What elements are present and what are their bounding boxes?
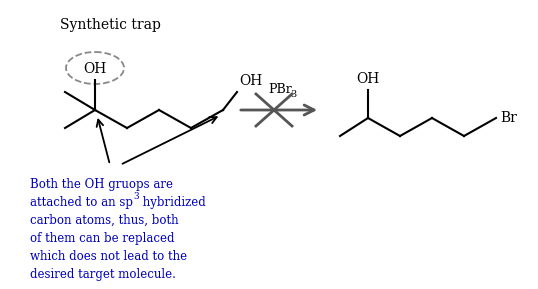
Text: desired target molecule.: desired target molecule. (30, 268, 176, 281)
Text: which does not lead to the: which does not lead to the (30, 250, 187, 263)
Text: carbon atoms, thus, both: carbon atoms, thus, both (30, 214, 179, 227)
Text: Synthetic trap: Synthetic trap (60, 18, 160, 32)
Text: OH: OH (356, 72, 380, 86)
Text: Both the OH gruops are: Both the OH gruops are (30, 178, 173, 191)
Text: OH: OH (239, 74, 262, 88)
Text: hybridized: hybridized (139, 196, 206, 209)
Text: 3: 3 (133, 192, 139, 201)
Text: Br: Br (500, 111, 517, 125)
Text: of them can be replaced: of them can be replaced (30, 232, 174, 245)
Text: 3: 3 (290, 90, 296, 99)
Text: attached to an sp: attached to an sp (30, 196, 133, 209)
Text: PBr: PBr (268, 83, 292, 96)
Text: OH: OH (83, 62, 107, 76)
